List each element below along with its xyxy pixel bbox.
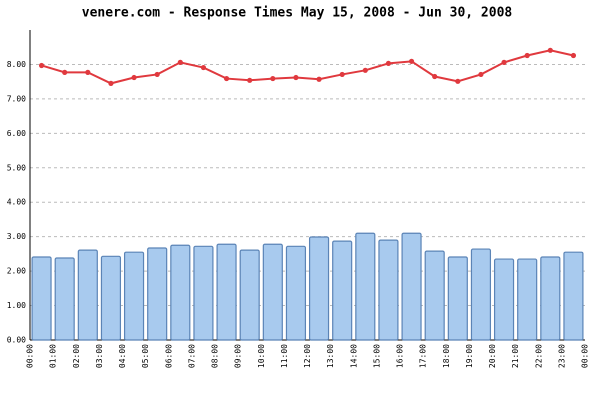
line-marker: [108, 80, 114, 86]
bar: [123, 251, 145, 341]
x-tick-label: 10:00: [257, 344, 266, 368]
x-tick-label: 13:00: [326, 344, 335, 368]
bar: [470, 248, 492, 341]
x-tick-label: 19:00: [465, 344, 474, 368]
line-marker: [270, 75, 276, 82]
bar: [262, 243, 283, 341]
line-marker: [524, 52, 530, 59]
x-tick-label: 11:00: [280, 344, 289, 368]
bar: [540, 256, 561, 341]
line-marker: [547, 47, 553, 53]
x-tick-label: 21:00: [511, 344, 520, 368]
x-tick-label: 15:00: [372, 344, 381, 368]
bar: [493, 258, 515, 341]
y-tick-label: 7.00: [7, 94, 26, 103]
line-marker: [131, 74, 137, 81]
line-marker: [478, 71, 484, 78]
y-tick-label: 5.00: [7, 163, 26, 172]
x-tick-label: 14:00: [349, 344, 358, 368]
x-tick-label: 16:00: [396, 344, 405, 368]
bar: [193, 245, 214, 341]
line-marker: [455, 78, 461, 84]
y-tick-label: 0.00: [7, 336, 26, 345]
y-tick-label: 3.00: [7, 232, 26, 241]
line-marker: [38, 62, 45, 69]
bar: [216, 243, 237, 341]
bar: [378, 239, 399, 341]
line-marker: [570, 52, 577, 59]
x-tick-label: 22:00: [534, 344, 543, 368]
x-tick-label: 08:00: [211, 344, 220, 368]
bar: [308, 236, 330, 341]
x-tick-label: 00:00: [26, 344, 35, 368]
bar: [424, 250, 445, 341]
chart-title: venere.com - Response Times May 15, 2008…: [82, 6, 513, 21]
bar: [332, 240, 353, 341]
x-tick-label: 09:00: [234, 344, 243, 368]
bar: [239, 249, 260, 341]
bar: [563, 251, 584, 341]
line-marker: [200, 64, 207, 71]
x-tick-label: 23:00: [557, 344, 566, 368]
y-tick-label: 6.00: [7, 129, 26, 138]
y-tick-label: 2.00: [7, 267, 26, 276]
bar: [100, 255, 122, 341]
line-marker: [385, 60, 392, 67]
line-marker: [154, 71, 160, 78]
line-marker: [432, 73, 438, 80]
x-tick-label: 07:00: [187, 344, 196, 368]
bar: [54, 257, 75, 341]
x-tick-label: 01:00: [49, 344, 58, 368]
bar: [447, 256, 468, 341]
x-tick-label: 00:00: [581, 344, 590, 368]
x-tick-label: 18:00: [442, 344, 451, 368]
bar: [170, 244, 191, 341]
line-marker: [339, 71, 345, 78]
bar: [517, 258, 538, 341]
line-marker: [501, 59, 507, 65]
x-tick-label: 04:00: [118, 344, 127, 368]
bar: [401, 232, 422, 341]
y-tick-label: 8.00: [7, 60, 26, 69]
bar: [31, 256, 52, 341]
line-marker: [177, 59, 183, 65]
bar: [77, 249, 98, 341]
line-marker: [223, 75, 230, 82]
line-marker: [62, 69, 68, 75]
line-marker: [362, 67, 368, 73]
x-tick-label: 06:00: [164, 344, 173, 368]
y-tick-label: 1.00: [7, 301, 26, 310]
x-tick-label: 05:00: [141, 344, 150, 368]
x-tick-label: 02:00: [72, 344, 81, 368]
line-marker: [85, 69, 91, 75]
line: [41, 49, 574, 85]
line-marker: [408, 58, 415, 64]
x-tick-label: 17:00: [419, 344, 428, 368]
bar: [147, 247, 168, 341]
x-tick-label: 20:00: [488, 344, 497, 368]
line-marker: [316, 76, 322, 82]
x-tick-label: 03:00: [95, 344, 104, 368]
line-marker: [247, 77, 253, 83]
line-marker: [293, 74, 299, 81]
x-tick-label: 12:00: [303, 344, 312, 368]
bar: [285, 245, 307, 341]
bar: [355, 232, 376, 341]
y-tick-label: 4.00: [7, 198, 26, 207]
